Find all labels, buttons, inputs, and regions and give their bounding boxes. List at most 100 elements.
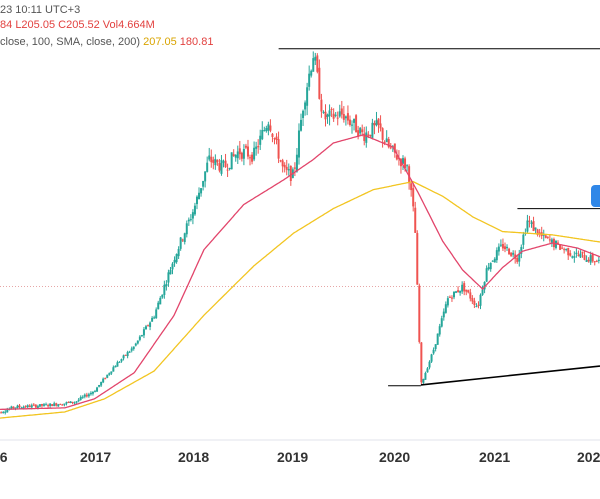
candle-body xyxy=(324,112,326,120)
candle-body xyxy=(233,154,235,156)
candle-body xyxy=(284,165,286,167)
candle-body xyxy=(373,123,375,125)
candle-body xyxy=(149,323,151,327)
trendline[interactable] xyxy=(421,366,600,385)
candle-body xyxy=(176,254,178,262)
ohlc-legend: 23 10:11 UTC+3 xyxy=(0,4,80,16)
candle-body xyxy=(365,132,367,142)
candle-body xyxy=(310,71,312,76)
candle-body xyxy=(592,254,594,261)
candle-body xyxy=(114,366,116,367)
candle-body xyxy=(565,249,567,250)
candle-body xyxy=(192,212,194,218)
candle-body xyxy=(480,295,482,306)
candle-body xyxy=(435,344,437,349)
candle-body xyxy=(263,130,265,131)
candle-body xyxy=(135,344,137,346)
candle-body xyxy=(459,291,461,293)
candle-body xyxy=(531,222,533,224)
values-legend: 84 L205.05 C205.52 Vol4.664M xyxy=(0,19,155,31)
candle-body xyxy=(27,405,29,407)
candle-body xyxy=(145,326,147,329)
candle-body xyxy=(304,102,306,109)
candle-body xyxy=(331,109,333,110)
candle-body xyxy=(172,264,174,270)
candle-body xyxy=(420,342,422,382)
candle-body xyxy=(278,139,280,159)
candle-body xyxy=(473,301,475,305)
candle-body xyxy=(110,371,112,373)
candle-body xyxy=(259,136,261,145)
candle-body xyxy=(496,250,498,260)
candle-body xyxy=(461,285,463,292)
candle-body xyxy=(443,312,445,318)
candle-body xyxy=(194,206,196,215)
candle-body xyxy=(214,159,216,165)
candle-body xyxy=(241,153,243,159)
candle-body xyxy=(12,407,14,409)
candle-body xyxy=(249,157,251,158)
candle-body xyxy=(320,100,322,112)
candle-body xyxy=(143,329,145,335)
candle-body xyxy=(502,244,504,248)
candle-body xyxy=(329,110,331,116)
candle-body xyxy=(559,245,561,250)
x-tick-label: 16 xyxy=(0,449,8,465)
candle-body xyxy=(551,239,553,242)
candle-body xyxy=(535,228,537,230)
candle-body xyxy=(594,261,596,262)
candle-body xyxy=(475,306,477,307)
ma-legend: close, 100, SMA, close, 200) 207.05 180.… xyxy=(0,36,213,48)
candle-body xyxy=(508,249,510,255)
candle-body xyxy=(469,292,471,298)
candle-body xyxy=(25,406,27,407)
candle-body xyxy=(157,303,159,309)
x-axis-ticks: 16 2017 2018 2019 2020 2021 202 xyxy=(0,449,600,465)
low-value: L205.05 xyxy=(15,19,55,31)
candle-body xyxy=(498,247,500,252)
candle-body xyxy=(16,406,18,408)
candle-body xyxy=(437,334,439,345)
candle-body xyxy=(102,379,104,383)
candle-body xyxy=(118,362,120,363)
candle-body xyxy=(51,404,53,406)
candle-body xyxy=(2,412,4,413)
x-tick-label: 2018 xyxy=(178,449,209,465)
candle-body xyxy=(225,161,227,168)
high-value: 84 xyxy=(0,19,12,31)
candle-body xyxy=(0,412,2,413)
candle-body xyxy=(229,168,231,169)
candle-body xyxy=(492,261,494,262)
alert-badge[interactable] xyxy=(591,185,600,207)
x-tick-label: 2020 xyxy=(379,449,410,465)
candle-body xyxy=(61,405,63,406)
candle-body xyxy=(163,285,165,295)
candle-body xyxy=(90,393,92,394)
candle-body xyxy=(267,124,269,130)
candle-body xyxy=(486,268,488,281)
ma100-line xyxy=(0,135,600,410)
candle-body xyxy=(47,405,49,406)
candle-body xyxy=(457,290,459,292)
candle-body xyxy=(196,197,198,204)
candle-body xyxy=(418,286,420,342)
candle-body xyxy=(569,253,571,256)
candle-body xyxy=(82,397,84,398)
candle-body xyxy=(237,151,239,158)
candle-body xyxy=(72,402,74,403)
candle-body xyxy=(573,256,575,257)
candle-body xyxy=(255,147,257,149)
candle-body xyxy=(273,138,275,139)
candle-body xyxy=(67,402,69,403)
candle-body xyxy=(218,163,220,170)
candle-body xyxy=(216,160,218,162)
x-tick-label: 2019 xyxy=(277,449,308,465)
candle-body xyxy=(465,290,467,292)
candle-body xyxy=(251,155,253,162)
candle-body xyxy=(286,167,288,170)
candle-body xyxy=(549,239,551,240)
candle-body xyxy=(482,289,484,295)
candle-body xyxy=(312,58,314,72)
candle-body xyxy=(416,233,418,285)
